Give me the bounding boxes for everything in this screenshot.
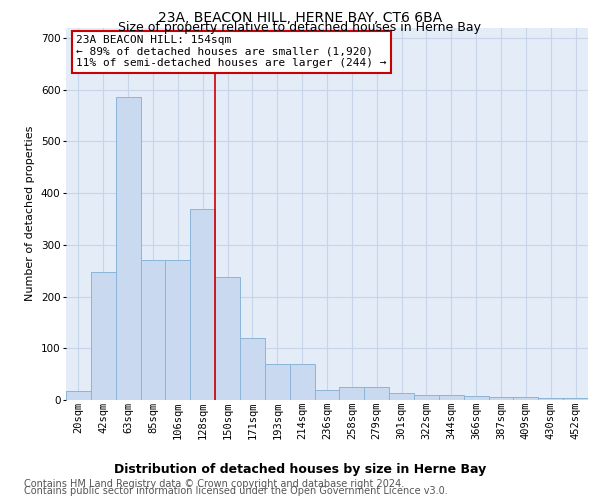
Text: Contains public sector information licensed under the Open Government Licence v3: Contains public sector information licen…	[24, 486, 448, 496]
Bar	[464, 396, 488, 400]
Bar	[488, 398, 514, 400]
Bar	[314, 390, 340, 400]
Bar	[538, 398, 563, 400]
Bar	[439, 396, 464, 400]
Bar	[140, 260, 166, 400]
Bar	[563, 398, 588, 400]
Y-axis label: Number of detached properties: Number of detached properties	[25, 126, 35, 302]
Bar	[265, 364, 290, 400]
Bar	[166, 260, 190, 400]
Bar	[66, 390, 91, 400]
Bar	[116, 98, 140, 400]
Bar	[190, 208, 215, 400]
Text: 23A, BEACON HILL, HERNE BAY, CT6 6BA: 23A, BEACON HILL, HERNE BAY, CT6 6BA	[158, 11, 442, 25]
Bar	[364, 387, 389, 400]
Bar	[240, 338, 265, 400]
Text: Distribution of detached houses by size in Herne Bay: Distribution of detached houses by size …	[114, 462, 486, 475]
Bar	[514, 398, 538, 400]
Bar	[91, 272, 116, 400]
Bar	[389, 394, 414, 400]
Bar	[215, 277, 240, 400]
Bar	[290, 364, 314, 400]
Text: 23A BEACON HILL: 154sqm
← 89% of detached houses are smaller (1,920)
11% of semi: 23A BEACON HILL: 154sqm ← 89% of detache…	[76, 35, 387, 68]
Text: Size of property relative to detached houses in Herne Bay: Size of property relative to detached ho…	[119, 21, 482, 34]
Text: Contains HM Land Registry data © Crown copyright and database right 2024.: Contains HM Land Registry data © Crown c…	[24, 479, 404, 489]
Bar	[414, 395, 439, 400]
Bar	[340, 387, 364, 400]
